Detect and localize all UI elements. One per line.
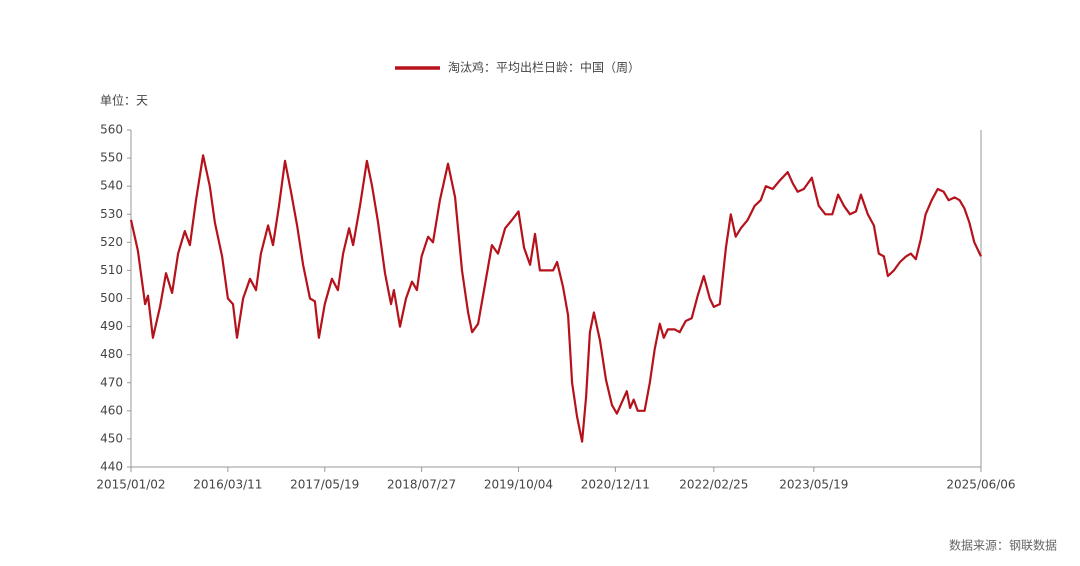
y-tick-label: 450 — [100, 431, 123, 445]
y-tick-label: 490 — [100, 319, 123, 333]
y-tick-label: 530 — [100, 207, 123, 221]
y-tick-label: 560 — [100, 123, 123, 137]
y-tick-label: 440 — [100, 460, 123, 474]
x-tick-label: 2020/12/11 — [581, 478, 650, 492]
x-tick-label: 2022/02/25 — [679, 478, 748, 492]
y-tick-label: 460 — [100, 403, 123, 417]
source-note: 数据来源：钢联数据 — [949, 538, 1057, 553]
legend-label: 淘汰鸡：平均出栏日龄：中国（周） — [448, 60, 640, 75]
x-tick-label: 2017/05/19 — [290, 478, 359, 492]
x-tick-label: 2015/01/02 — [96, 478, 165, 492]
y-tick-label: 480 — [100, 347, 123, 361]
x-tick-label: 2016/03/11 — [193, 478, 262, 492]
y-tick-label: 520 — [100, 235, 123, 249]
y-tick-label: 500 — [100, 291, 123, 305]
y-tick-label: 550 — [100, 151, 123, 165]
x-tick-label: 2023/05/19 — [779, 478, 848, 492]
x-tick-label: 2019/10/04 — [484, 478, 553, 492]
x-tick-label: 2018/07/27 — [387, 478, 456, 492]
x-tick-label: 2025/06/06 — [946, 478, 1015, 492]
unit-label: 单位：天 — [100, 93, 148, 108]
y-tick-label: 470 — [100, 375, 123, 389]
y-tick-label: 540 — [100, 179, 123, 193]
y-tick-label: 510 — [100, 263, 123, 277]
data-line — [129, 154, 982, 443]
